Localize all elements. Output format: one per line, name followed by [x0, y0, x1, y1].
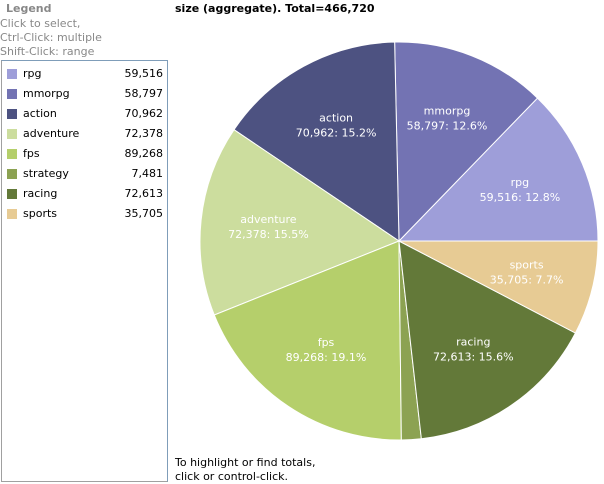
legend-label: fps — [23, 147, 40, 160]
footer-note: To highlight or find totals, click or co… — [175, 456, 315, 484]
legend-swatch — [7, 189, 17, 199]
legend-list: rpg 59,516 mmorpg 58,797 action 70,962 adventu… — [2, 64, 167, 224]
legend-help: Click to select, Ctrl-Click: multiple Sh… — [0, 17, 160, 59]
legend-panel: Legend Click to select, Ctrl-Click: mult… — [0, 0, 170, 484]
pie-slice-racing[interactable] — [398, 240, 577, 440]
slice-label-name: rpg — [511, 176, 530, 189]
chart-title: size (aggregate). Total=466,720 — [175, 2, 375, 15]
slice-label-name: adventure — [240, 213, 297, 226]
legend-item-sports[interactable]: sports 35,705 — [2, 204, 167, 224]
pie-slice-rpg[interactable] — [397, 97, 599, 242]
legend-item-adventure[interactable]: adventure 72,378 — [2, 124, 167, 144]
legend-swatch — [7, 129, 17, 139]
legend-item-action[interactable]: action 70,962 — [2, 104, 167, 124]
slice-label-name: sports — [510, 258, 544, 271]
legend-swatch — [7, 209, 17, 219]
pie-slice-action[interactable] — [233, 41, 400, 242]
legend-label: rpg — [23, 67, 42, 80]
legend-item-mmorpg[interactable]: mmorpg 58,797 — [2, 84, 167, 104]
chart-area: rpg 59,516: 12.8% mmorpg 58,797: 12.6% actio… — [170, 0, 604, 484]
slice-label-value: 72,613: 15.6% — [433, 350, 514, 363]
slice-label-name: fps — [318, 336, 335, 349]
pie-slice-fps[interactable] — [213, 240, 402, 441]
slice-label-name: mmorpg — [424, 105, 471, 118]
legend-value: 72,613 — [124, 187, 164, 200]
legend-value: 59,516 — [124, 67, 164, 80]
slice-label-name: racing — [456, 335, 490, 348]
legend-list-box[interactable]: rpg 59,516 mmorpg 58,797 action 70,962 adventu… — [1, 60, 168, 482]
pie-slice-mmorpg[interactable] — [394, 41, 539, 243]
legend-item-fps[interactable]: fps 89,268 — [2, 144, 167, 164]
legend-value: 72,378 — [124, 127, 164, 140]
legend-value: 7,481 — [131, 167, 164, 180]
slice-label-name: action — [319, 112, 353, 125]
legend-swatch — [7, 89, 17, 99]
slice-label-value: 70,962: 15.2% — [296, 127, 377, 140]
slice-label-value: 58,797: 12.6% — [407, 120, 488, 133]
slice-label-value: 59,516: 12.8% — [480, 191, 561, 204]
slice-label-value: 89,268: 19.1% — [286, 351, 367, 364]
footer-line: click or control-click. — [175, 470, 288, 483]
legend-help-line: Click to select, — [0, 17, 81, 30]
pie-slice-adventure[interactable] — [199, 129, 401, 316]
legend-label: adventure — [23, 127, 80, 140]
footer-line: To highlight or find totals, — [175, 456, 316, 469]
legend-value: 89,268 — [124, 147, 164, 160]
legend-value: 35,705 — [124, 207, 164, 220]
legend-item-rpg[interactable]: rpg 59,516 — [2, 64, 167, 84]
legend-help-line: Shift-Click: range — [0, 45, 95, 58]
pie-slice-sports[interactable] — [398, 240, 599, 334]
legend-label: strategy — [23, 167, 69, 180]
legend-label: sports — [23, 207, 58, 220]
pie-chart: rpg 59,516: 12.8% mmorpg 58,797: 12.6% actio… — [199, 41, 599, 441]
legend-swatch — [7, 109, 17, 119]
legend-label: racing — [23, 187, 58, 200]
legend-title: Legend — [6, 2, 52, 15]
legend-label: action — [23, 107, 57, 120]
legend-item-strategy[interactable]: strategy 7,481 — [2, 164, 167, 184]
legend-help-line: Ctrl-Click: multiple — [0, 31, 102, 44]
legend-item-racing[interactable]: racing 72,613 — [2, 184, 167, 204]
legend-swatch — [7, 149, 17, 159]
legend-swatch — [7, 69, 17, 79]
legend-label: mmorpg — [23, 87, 70, 100]
legend-swatch — [7, 169, 17, 179]
legend-value: 58,797 — [124, 87, 164, 100]
slice-label-value: 35,705: 7.7% — [490, 273, 564, 286]
legend-value: 70,962 — [124, 107, 164, 120]
slice-label-value: 72,378: 15.5% — [228, 228, 309, 241]
